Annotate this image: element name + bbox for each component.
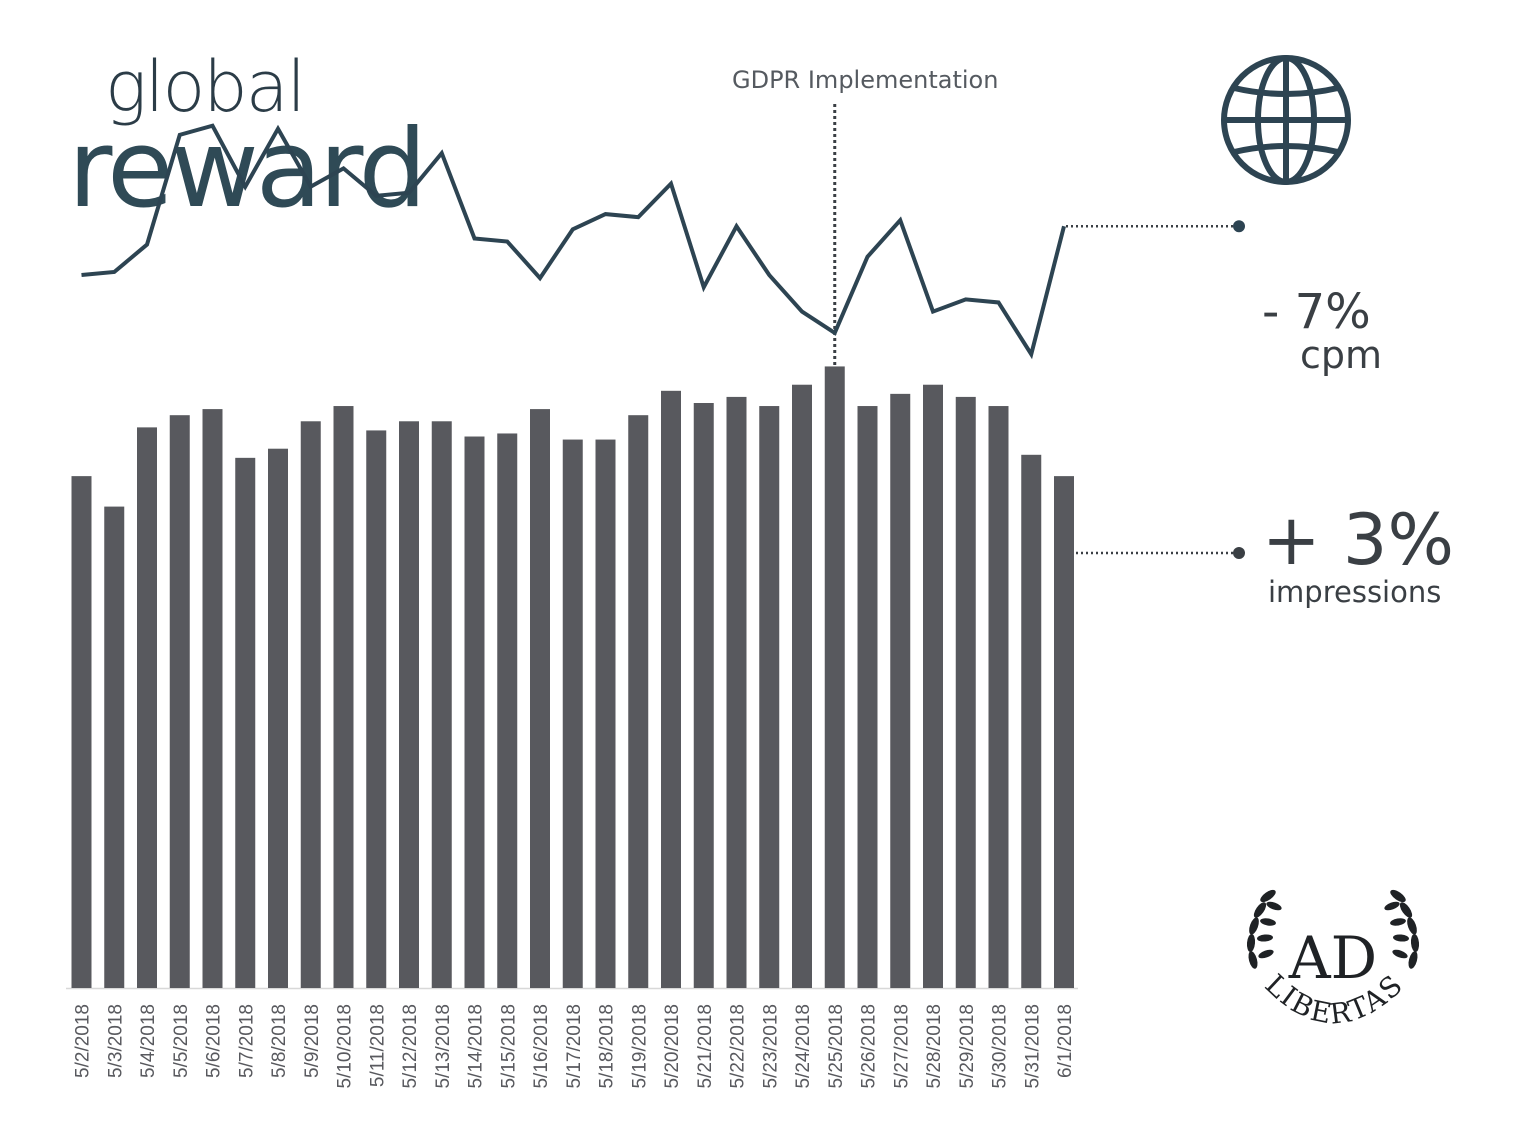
- x-tick-label: 5/14/2018: [466, 1004, 487, 1089]
- bar-5/17/2018: [562, 439, 583, 988]
- x-tick-label: 5/10/2018: [335, 1004, 356, 1089]
- x-tick-label: 5/12/2018: [400, 1004, 421, 1089]
- bar-5/12/2018: [399, 421, 419, 988]
- ad-libertas-logo: AD LIBERTAS: [1246, 889, 1420, 1031]
- x-tick-label: 5/17/2018: [564, 1004, 585, 1089]
- cpm-leader-dot: [1233, 220, 1245, 233]
- x-tick-label: 5/22/2018: [728, 1004, 749, 1089]
- bar-5/24/2018: [792, 384, 812, 988]
- x-tick-label: 5/30/2018: [990, 1004, 1011, 1089]
- cpm-change: - 7%: [1262, 284, 1371, 340]
- x-tick-label: 5/31/2018: [1022, 1004, 1043, 1089]
- x-tick-label: 5/6/2018: [204, 1004, 225, 1078]
- bar-5/10/2018: [333, 406, 354, 988]
- bar-5/27/2018: [890, 393, 911, 988]
- bar-5/2/2018: [71, 476, 92, 988]
- x-tick-label: 5/18/2018: [597, 1004, 618, 1089]
- x-tick-label: 5/29/2018: [957, 1004, 978, 1089]
- x-tick-label: 5/3/2018: [105, 1004, 126, 1078]
- cpm-line: [81, 123, 1066, 360]
- x-tick-label: 5/26/2018: [859, 1004, 880, 1089]
- bar-5/20/2018: [661, 390, 681, 988]
- logo-monogram: AD: [1288, 924, 1377, 992]
- x-tick-label: 5/28/2018: [924, 1004, 945, 1089]
- x-tick-label: 5/5/2018: [171, 1004, 192, 1078]
- bar-5/25/2018: [824, 366, 845, 988]
- bar-5/30/2018: [988, 406, 1009, 988]
- bar-5/28/2018: [923, 384, 943, 988]
- gdpr-annotation-label: GDPR Implementation: [732, 66, 999, 94]
- bar-6/1/2018: [1054, 476, 1074, 988]
- bar-5/7/2018: [235, 457, 256, 988]
- bar-5/22/2018: [726, 396, 747, 988]
- title-line-2: reward: [68, 107, 427, 232]
- x-tick-label: 5/24/2018: [793, 1004, 814, 1089]
- bar-5/31/2018: [1021, 454, 1042, 988]
- x-tick-label: 5/9/2018: [302, 1004, 323, 1078]
- globe-icon: [1221, 55, 1351, 185]
- x-tick-label: 5/25/2018: [826, 1004, 847, 1089]
- x-tick-label: 5/2/2018: [73, 1004, 94, 1078]
- bar-5/11/2018: [366, 430, 387, 988]
- x-tick-label: 5/27/2018: [891, 1004, 912, 1089]
- x-tick-label: 5/21/2018: [695, 1004, 716, 1089]
- impressions-change: + 3%: [1262, 499, 1454, 581]
- x-tick-label: 5/11/2018: [367, 1004, 388, 1087]
- x-tick-label: 5/8/2018: [269, 1004, 290, 1078]
- bar-5/19/2018: [628, 415, 649, 988]
- bar-5/18/2018: [595, 439, 616, 988]
- x-tick-label: 5/19/2018: [629, 1004, 650, 1089]
- cpm-label: cpm: [1300, 333, 1383, 377]
- bar-5/9/2018: [300, 421, 321, 988]
- x-tick-label: 5/13/2018: [433, 1004, 454, 1089]
- bar-5/4/2018: [137, 427, 157, 988]
- bar-5/29/2018: [955, 396, 976, 988]
- bar-5/21/2018: [693, 403, 714, 988]
- x-tick-label: 5/15/2018: [498, 1004, 519, 1089]
- bar-5/16/2018: [530, 409, 550, 988]
- bar-5/13/2018: [431, 421, 452, 988]
- x-tick-label: 5/16/2018: [531, 1004, 552, 1089]
- x-tick-label: 6/1/2018: [1055, 1004, 1076, 1078]
- laurel-left: [1246, 889, 1282, 969]
- x-tick-label: 5/20/2018: [662, 1004, 683, 1089]
- laurel-right: [1384, 889, 1420, 969]
- bar-5/8/2018: [268, 448, 288, 988]
- impressions-leader-dot: [1233, 547, 1245, 559]
- bar-5/15/2018: [497, 433, 518, 988]
- bar-5/14/2018: [464, 436, 485, 988]
- x-tick-label: 5/4/2018: [138, 1004, 159, 1078]
- impressions-label: impressions: [1268, 575, 1442, 609]
- bar-5/23/2018: [759, 406, 780, 988]
- bar-5/3/2018: [104, 506, 125, 988]
- bar-5/5/2018: [169, 415, 190, 988]
- title-line-1: global: [105, 46, 306, 128]
- x-tick-label: 5/7/2018: [236, 1004, 257, 1078]
- bar-5/6/2018: [202, 409, 223, 988]
- x-tick-label: 5/23/2018: [760, 1004, 781, 1089]
- bar-5/26/2018: [857, 406, 878, 988]
